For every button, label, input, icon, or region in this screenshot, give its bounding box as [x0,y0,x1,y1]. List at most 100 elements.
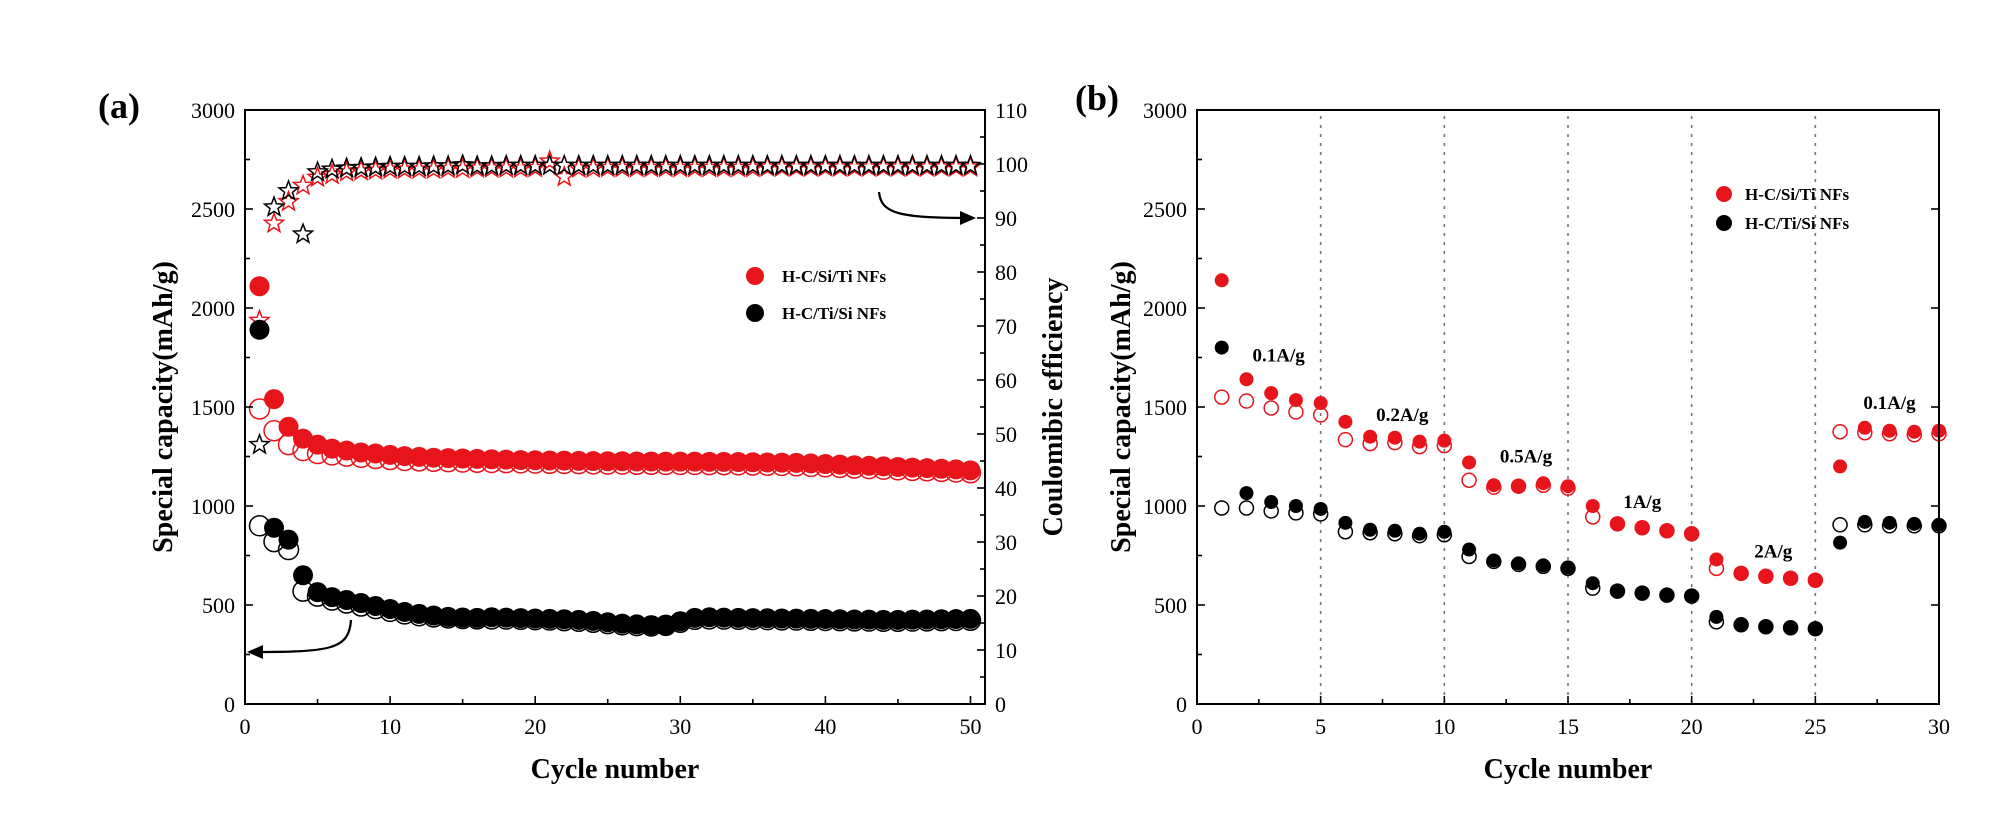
panel-b-h-c-ti-si-nfs-charge-point [1610,584,1625,599]
panel-a-h-c-ti-si-nfs-charge-point [467,607,488,628]
panel-b-h-c-si-ti-nfs-charge-point [1462,455,1477,470]
panel-b-h-c-ti-si-nfs-charge-point [1338,515,1353,530]
panel-a-h-c-si-ti-nfs-charge-point [931,458,952,479]
panel-b-h-c-si-ti-nfs-charge-point [1511,479,1526,494]
panel-a-h-c-si-ti-nfs-charge-point [945,459,966,480]
panel-a-h-c-si-ti-nfs-charge-point [394,446,415,467]
panel-b-x-tick-label: 10 [1433,714,1455,739]
panel-a-x-tick-label: 10 [379,714,401,739]
panel-a-x-tick-label: 30 [669,714,691,739]
panel-b-h-c-ti-si-nfs-charge-point [1536,558,1551,573]
panel-a: (a) 0 10 20 30 40 50 050010001500200025003000… [98,86,1069,785]
panel-a-h-c-si-ti-nfs-coulombic-efficiency-point [741,155,765,178]
panel-b-h-c-ti-si-nfs-charge-point [1462,542,1477,557]
panel-a-h-c-ti-si-nfs-charge-point [510,608,531,629]
panel-a-y-tick-label: 2000 [191,296,235,321]
panel-b-h-c-si-ti-nfs-discharge-point [1832,424,1848,440]
panel-a-legend: H-C/Si/Ti NFs H-C/Ti/Si NFs [746,267,886,323]
panel-a-h-c-ti-si-nfs-charge-point [409,603,430,624]
panel-a-h-c-si-ti-nfs-charge-point [380,444,401,465]
panel-b-h-c-si-ti-nfs-charge-point [1684,526,1699,541]
panel-a-h-c-si-ti-nfs-charge-point [452,448,473,469]
panel-a-y2-tick-label: 100 [995,152,1028,177]
panel-a-h-c-si-ti-nfs-charge-point [626,451,647,472]
panel-a-h-c-ti-si-nfs-charge-point [887,609,908,630]
panel-a-x-axis: 0 10 20 30 40 50 [240,696,981,739]
panel-a-h-c-ti-si-nfs-charge-point [873,609,894,630]
panel-b-h-c-si-ti-nfs-charge-point [1264,386,1279,401]
panel-b-h-c-si-ti-nfs-discharge-point [1337,431,1354,448]
panel-a-h-c-si-ti-nfs-charge-point [815,454,836,475]
panel-b-rate-label: 0.1A/g [1863,393,1916,414]
panel-a-y2-axis: 0 10 20 30 40 50 60 70 80 90 100 110 [977,98,1028,717]
panel-a-h-c-si-ti-nfs-charge-point [670,451,691,472]
panel-a-h-c-ti-si-nfs-charge-point [278,529,299,550]
panel-b-h-c-ti-si-nfs-charge-point [1363,522,1378,537]
panel-a-h-c-ti-si-nfs-charge-point [641,615,662,636]
panel-a-h-c-si-ti-nfs-coulombic-efficiency-point [276,189,301,212]
panel-a-h-c-si-ti-nfs-coulombic-efficiency-point [509,156,533,179]
panel-b-x-axis: 0 5 10 15 20 25 30 [1192,696,1950,739]
panel-a-h-c-ti-si-nfs-charge-point [452,607,473,628]
panel-a-h-c-si-ti-nfs-charge-point [902,457,923,478]
panel-a-h-c-si-ti-nfs-coulombic-efficiency-point [958,155,983,178]
panel-a-y2-tick-label: 50 [995,422,1017,447]
panel-b-h-c-si-ti-nfs-charge-point [1882,423,1897,438]
panel-a-h-c-ti-si-nfs-charge-point [525,608,546,629]
panel-b-h-c-si-ti-nfs-charge-point [1412,434,1427,449]
panel-b-h-c-si-ti-nfs-charge-point [1536,476,1551,491]
panel-b-rate-label: 1A/g [1623,492,1662,513]
panel-a-h-c-si-ti-nfs-charge-point [365,443,386,464]
panel-b-h-c-si-ti-nfs-charge-point [1857,420,1872,435]
panel-a-x-tick-label: 0 [240,714,251,739]
panel-b-h-c-si-ti-nfs-discharge-point [1263,400,1279,416]
panel-a-y-tick-label: 0 [224,692,235,717]
panel-a-h-c-si-ti-nfs-charge-point [713,451,734,472]
panel-b-h-c-ti-si-nfs-charge-point [1437,524,1452,539]
panel-b-rate-label: 0.5A/g [1500,446,1553,467]
panel-a-legend-label-1: H-C/Si/Ti NFs [782,267,886,286]
panel-b-h-c-ti-si-nfs-charge-point [1882,515,1897,530]
panel-a-h-c-ti-si-nfs-charge-point [554,609,575,630]
panel-b-h-c-si-ti-nfs-charge-point [1734,566,1749,581]
panel-b-h-c-ti-si-nfs-discharge-point [1213,500,1230,516]
panel-a-h-c-si-ti-nfs-charge-point [655,451,676,472]
panel-b-x-tick-label: 30 [1928,714,1950,739]
panel-a-h-c-si-ti-nfs-charge-point [409,446,430,467]
panel-b-h-c-ti-si-nfs-charge-point [1561,560,1575,575]
panel-a-h-c-ti-si-nfs-charge-point [829,609,850,630]
panel-a-legend-label-2: H-C/Ti/Si NFs [782,304,886,323]
panel-a-h-c-ti-si-nfs-charge-point [249,319,270,340]
panel-b-h-c-si-ti-nfs-charge-point [1907,424,1922,439]
panel-b-y-tick-label: 500 [1154,593,1187,618]
panel-b-legend-marker-red [1716,186,1732,202]
panel-b-h-c-si-ti-nfs-charge-point [1313,396,1328,411]
panel-a-h-c-si-ti-nfs-coulombic-efficiency-point [538,149,562,172]
panel-a-h-c-ti-si-nfs-charge-point [902,609,923,630]
panel-a-h-c-ti-si-nfs-charge-point [568,609,589,630]
panel-a-x-tick-label: 50 [959,714,981,739]
panel-a-h-c-ti-si-nfs-charge-point [684,607,705,628]
panel-a-points [247,149,983,637]
panel-b-y-tick-label: 2000 [1143,296,1187,321]
panel-a-y2-tick-label: 40 [995,476,1017,501]
panel-b-h-c-si-ti-nfs-charge-point [1659,523,1674,538]
panel-b-y-tick-label: 1500 [1143,395,1187,420]
panel-b-rate-labels: 0.1A/g 0.2A/g 0.5A/g 1A/g 2A/g 0.1A/g [1252,345,1916,562]
panel-a-h-c-ti-si-nfs-charge-point [916,609,937,630]
panel-a-h-c-ti-si-nfs-coulombic-efficiency-point [958,153,983,176]
panel-b-label: (b) [1075,78,1119,118]
panel-b-h-c-ti-si-nfs-charge-point [1313,501,1328,516]
panel-b-h-c-si-ti-nfs-charge-point [1808,573,1823,588]
panel-a-h-c-ti-si-nfs-charge-point [728,607,749,628]
panel-b-h-c-si-ti-nfs-charge-point [1635,520,1650,535]
panel-b-h-c-ti-si-nfs-charge-point [1288,499,1303,513]
panel-b-h-c-ti-si-nfs-charge-point [1635,586,1650,601]
panel-a-h-c-ti-si-nfs-charge-point [945,609,966,630]
panel-a-h-c-ti-si-nfs-charge-point [539,608,560,629]
panel-b-h-c-si-ti-nfs-discharge-point [1213,389,1230,405]
panel-a-h-c-si-ti-nfs-coulombic-efficiency-point [262,211,286,234]
panel-b-h-c-ti-si-nfs-charge-point [1907,516,1922,531]
panel-a-h-c-si-ti-nfs-charge-point [757,452,778,473]
panel-a-x-tick-label: 40 [814,714,836,739]
